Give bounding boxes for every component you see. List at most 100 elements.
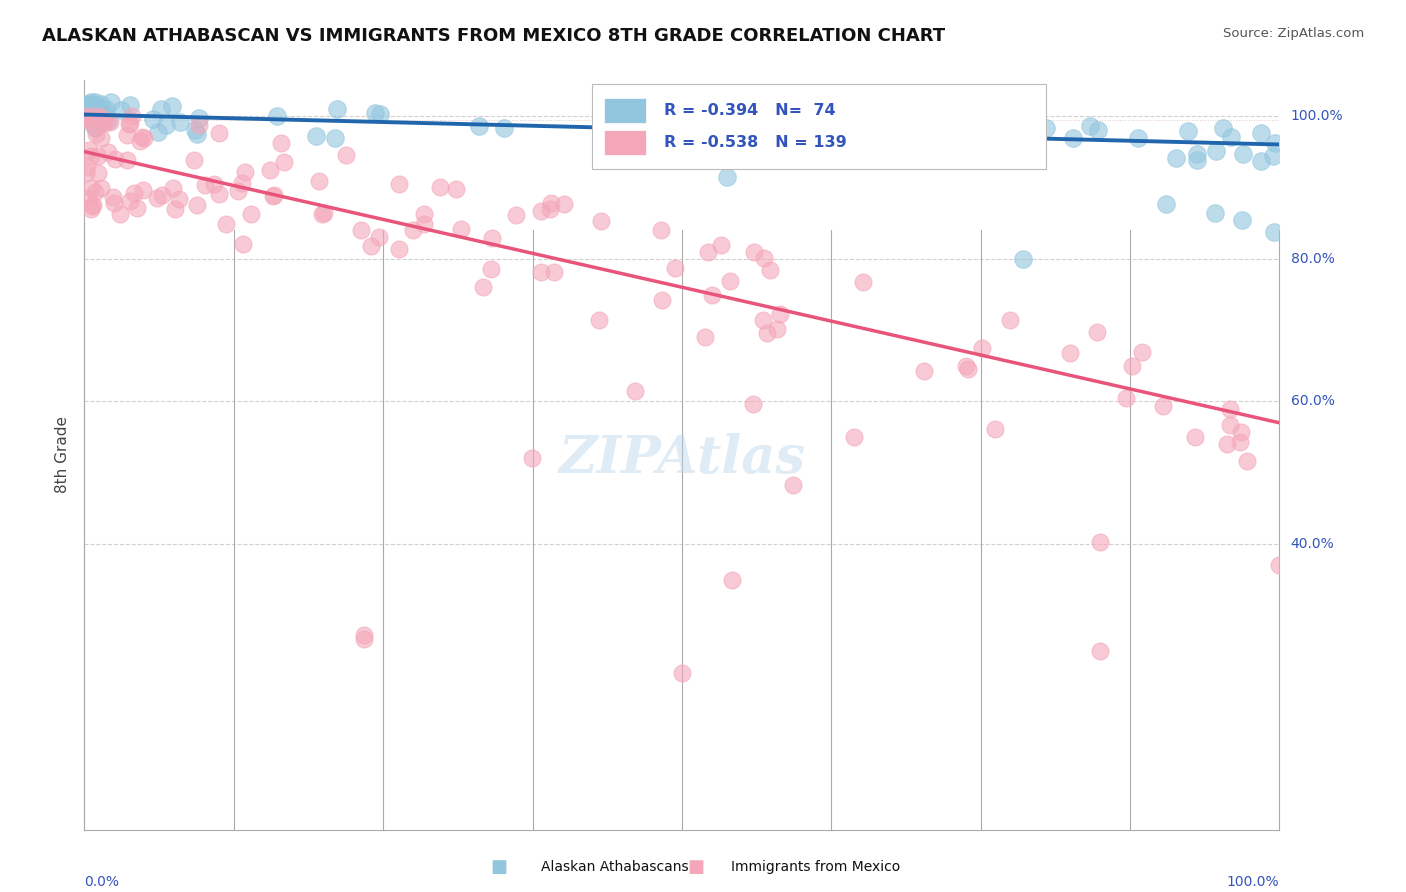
Point bbox=[1008, 141, 1031, 155]
Point bbox=[388, 242, 411, 256]
Point bbox=[1011, 252, 1033, 266]
Point bbox=[808, 139, 831, 153]
Point bbox=[75, 109, 97, 123]
Point bbox=[360, 239, 382, 253]
Point bbox=[75, 166, 97, 180]
Bar bbox=[605, 98, 647, 123]
Point bbox=[1126, 131, 1149, 145]
Point bbox=[1087, 123, 1109, 137]
Point bbox=[650, 223, 672, 237]
Text: 80.0%: 80.0% bbox=[1291, 252, 1334, 266]
Point bbox=[77, 191, 100, 205]
Point bbox=[273, 155, 295, 169]
Point bbox=[402, 222, 425, 236]
Point bbox=[148, 125, 170, 139]
Point bbox=[591, 214, 613, 228]
Point bbox=[150, 187, 173, 202]
Point bbox=[1130, 344, 1153, 359]
Point bbox=[1184, 430, 1206, 444]
Point bbox=[80, 181, 103, 195]
Point bbox=[782, 477, 804, 491]
Point bbox=[1250, 153, 1272, 168]
Point bbox=[353, 627, 375, 641]
Point bbox=[368, 229, 391, 244]
Point bbox=[142, 112, 165, 126]
Point bbox=[163, 202, 186, 216]
Point bbox=[89, 109, 111, 123]
Point bbox=[76, 160, 98, 174]
Point bbox=[91, 108, 114, 122]
Point bbox=[1115, 391, 1137, 405]
Point bbox=[103, 196, 125, 211]
Point bbox=[1185, 153, 1208, 167]
Point bbox=[188, 112, 211, 126]
Point bbox=[110, 103, 132, 117]
Point bbox=[86, 115, 108, 129]
Point bbox=[80, 202, 103, 217]
Point bbox=[82, 198, 104, 212]
Bar bbox=[605, 130, 647, 155]
Point bbox=[972, 341, 994, 355]
Point bbox=[208, 126, 231, 140]
Point bbox=[79, 97, 101, 112]
Point bbox=[167, 192, 190, 206]
Point bbox=[80, 149, 103, 163]
Point bbox=[756, 326, 779, 340]
Text: R = -0.394   N=  74: R = -0.394 N= 74 bbox=[664, 103, 835, 118]
Point bbox=[326, 103, 349, 117]
Point bbox=[697, 245, 720, 260]
Point bbox=[131, 130, 153, 145]
Point bbox=[710, 238, 733, 252]
Point bbox=[77, 143, 100, 157]
Point bbox=[756, 123, 779, 137]
Point bbox=[842, 430, 865, 444]
Point bbox=[1229, 435, 1251, 450]
Point bbox=[100, 95, 122, 109]
Point bbox=[350, 223, 373, 237]
Point bbox=[87, 166, 110, 180]
Point bbox=[693, 329, 716, 343]
Point bbox=[553, 197, 575, 211]
Point bbox=[194, 178, 217, 192]
Point bbox=[323, 131, 346, 145]
Point bbox=[215, 217, 238, 231]
Point bbox=[1250, 126, 1272, 140]
Point bbox=[80, 95, 103, 109]
Point bbox=[741, 397, 763, 411]
Point bbox=[84, 120, 107, 134]
Text: Immigrants from Mexico: Immigrants from Mexico bbox=[731, 860, 900, 874]
Point bbox=[1185, 147, 1208, 161]
Point bbox=[984, 422, 1007, 436]
Point bbox=[1215, 437, 1237, 451]
Point bbox=[80, 110, 103, 124]
Point bbox=[1219, 417, 1241, 432]
Point bbox=[308, 174, 330, 188]
Point bbox=[90, 130, 112, 145]
Point bbox=[186, 127, 208, 141]
Point bbox=[262, 189, 284, 203]
Point bbox=[1080, 120, 1102, 134]
Point bbox=[75, 111, 97, 125]
Point bbox=[910, 136, 932, 151]
Point bbox=[624, 384, 647, 399]
Point bbox=[752, 313, 775, 327]
Text: 100.0%: 100.0% bbox=[1227, 874, 1279, 888]
Point bbox=[90, 113, 112, 128]
Point bbox=[1156, 196, 1178, 211]
Point bbox=[84, 98, 107, 112]
Point bbox=[132, 183, 155, 197]
Point bbox=[538, 202, 561, 216]
Point bbox=[472, 280, 495, 294]
Point bbox=[335, 148, 357, 162]
Point bbox=[1212, 121, 1234, 136]
Point bbox=[202, 177, 225, 191]
Point bbox=[494, 120, 516, 135]
Point bbox=[128, 135, 150, 149]
Point bbox=[90, 181, 112, 195]
Point bbox=[912, 364, 935, 378]
Point bbox=[232, 237, 254, 252]
Point bbox=[1268, 558, 1291, 572]
Point bbox=[115, 128, 138, 142]
Point bbox=[125, 201, 148, 215]
Point bbox=[700, 288, 723, 302]
